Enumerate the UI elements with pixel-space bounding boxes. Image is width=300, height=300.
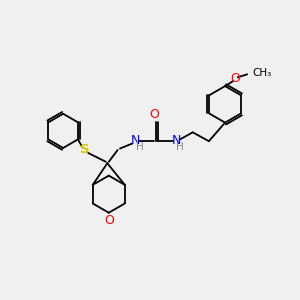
Text: CH₃: CH₃ [252,68,272,78]
Text: N: N [172,134,181,147]
Text: O: O [149,108,159,121]
Text: S: S [80,143,90,156]
Text: O: O [104,214,114,227]
Text: N: N [130,134,140,147]
Text: H: H [136,142,143,152]
Text: O: O [230,72,240,85]
Text: H: H [176,142,184,152]
